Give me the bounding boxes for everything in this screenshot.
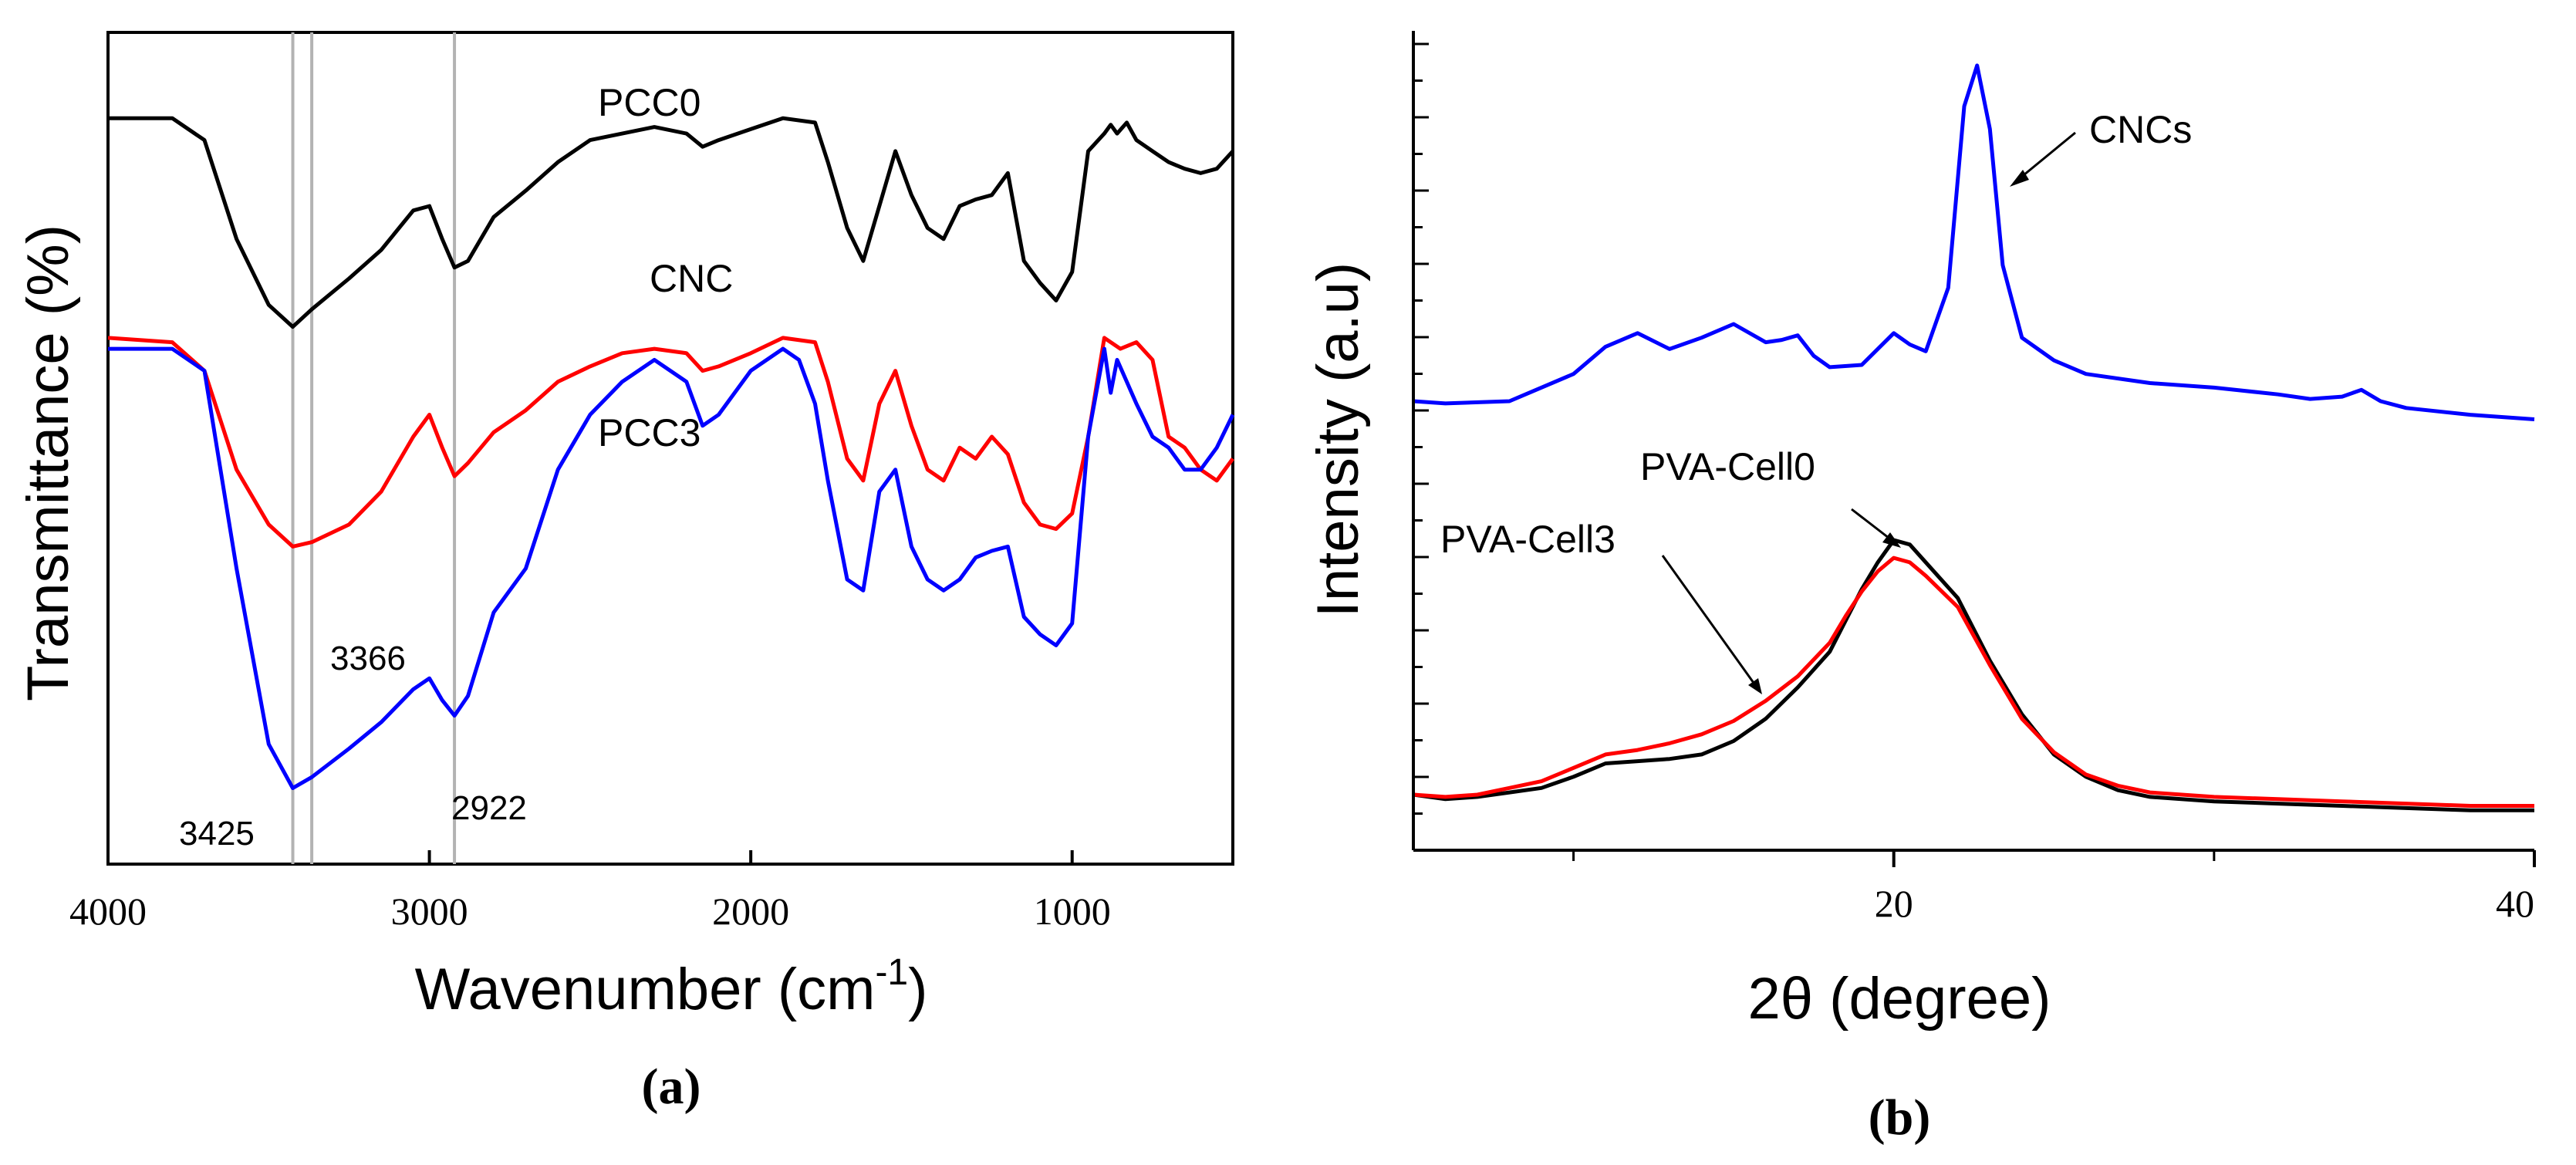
annotation-pva-cell0-arrow-head	[1882, 532, 1901, 548]
ftir-x-tick-label-2000: 2000	[712, 890, 789, 933]
xrd-x-tick-label-40: 40	[2496, 882, 2534, 925]
xrd-x-ticks: 20 40	[1572, 850, 2536, 925]
series-label-cnc: CNC	[650, 257, 733, 300]
ftir-y-axis-label: Transmittance (%)	[15, 225, 81, 701]
series-line-pva-cell0	[1413, 538, 2534, 812]
series-line-pva-cell3	[1413, 555, 2534, 808]
ftir-series-group	[107, 116, 1235, 790]
peak-label-3425: 3425	[179, 815, 255, 853]
xrd-panel: 20 40 CNCs PVA-Cell0 PVA-Cell3 Intensity …	[1305, 31, 2536, 1146]
annotation-pva-cell3: PVA-Cell3	[1440, 518, 1762, 694]
series-label-pcc3: PCC3	[598, 411, 701, 454]
ftir-x-ticks: 4000 3000 2000 1000	[69, 850, 1111, 933]
ftir-plot-frame	[106, 31, 1234, 866]
annotation-cncs-arrow-head	[2010, 170, 2029, 187]
ftir-reference-lines	[291, 32, 457, 864]
ftir-x-axis-label-main: Wavenumber (cm	[415, 957, 876, 1022]
xrd-series-group	[1413, 63, 2535, 812]
ftir-x-tick-label-4000: 4000	[69, 890, 147, 933]
annotation-pva-cell3-arrow-head	[1748, 678, 1762, 694]
xrd-y-ticks	[1413, 42, 1429, 852]
panel-caption-a: (a)	[642, 1059, 701, 1115]
annotation-cncs: CNCs	[2010, 108, 2192, 187]
annotation-pva-cell0-label: PVA-Cell0	[1640, 445, 1815, 488]
annotation-cncs-label: CNCs	[2089, 108, 2192, 151]
series-line-pcc3	[108, 346, 1235, 790]
peak-label-3366: 3366	[330, 640, 406, 677]
series-line-cncs	[1413, 63, 2535, 421]
peak-label-2922: 2922	[451, 789, 527, 827]
ftir-panel: 4000 3000 2000 1000 PCC0 CNC PCC3 3425 3366…	[15, 31, 1235, 1115]
ftir-x-axis-label: Wavenumber (cm-1)	[415, 952, 928, 1022]
ftir-x-axis-label-close: )	[908, 957, 927, 1022]
annotation-pva-cell3-label: PVA-Cell3	[1440, 518, 1615, 561]
annotation-pva-cell3-arrow-shaft	[1661, 555, 1759, 689]
panel-caption-b: (b)	[1869, 1089, 1931, 1146]
series-label-pcc0: PCC0	[598, 81, 701, 124]
ftir-x-tick-label-1000: 1000	[1034, 890, 1111, 933]
series-line-pcc0	[108, 116, 1234, 329]
ftir-x-tick-label-3000: 3000	[391, 890, 468, 933]
xrd-y-axis-label: Intensity (a.u)	[1305, 262, 1371, 617]
xrd-x-axis-label: 2θ (degree)	[1748, 966, 2051, 1032]
ftir-x-axis-label-superscript: -1	[875, 952, 908, 993]
annotation-pva-cell0: PVA-Cell0	[1640, 445, 1901, 548]
xrd-x-tick-label-20: 20	[1875, 882, 1913, 925]
